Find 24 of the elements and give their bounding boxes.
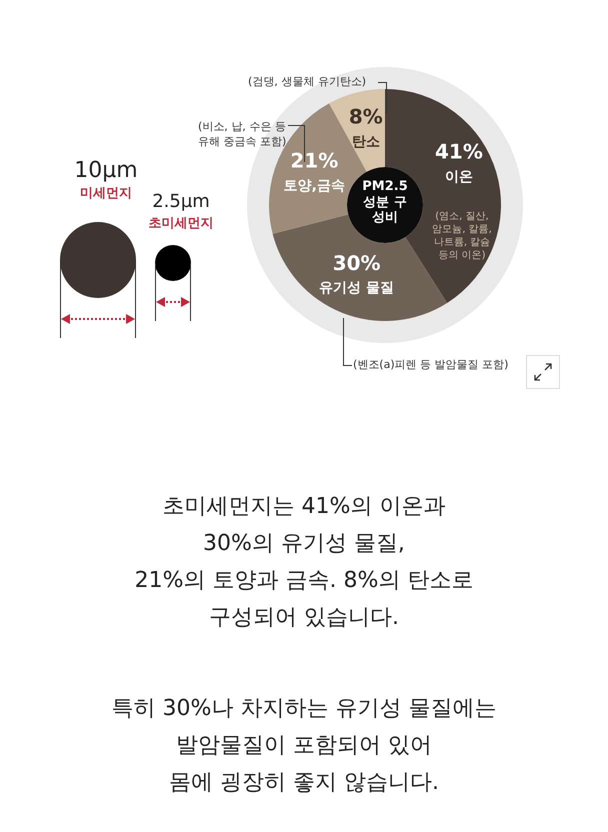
text: 구성되어 있습니다.: [208, 604, 400, 632]
data-label: 21%: [290, 148, 338, 173]
text: 21%의 토양과 금속. 8%의 탄소로: [134, 567, 474, 595]
text: 발암물질이 포함되어 있어: [175, 732, 433, 760]
text: 초미세먼지는 41%의 이온과: [162, 493, 446, 521]
data-label: 8%: [348, 104, 383, 129]
text: 2.5μm: [151, 191, 211, 213]
text: 몸에 굉장히 좋지 않습니다.: [168, 769, 440, 797]
slice-label: 이온: [444, 169, 473, 186]
text: 특히 30%나 차지하는 유기성 물질에는: [110, 695, 498, 723]
text: (염소, 질산, 암모늄, 칼륨, 나트륨, 칼슘 등의 이온): [432, 210, 492, 262]
text: (검댕, 생물체 유기탄소): [248, 75, 366, 88]
slice-label: 유기성 물질: [319, 280, 394, 296]
text: 미세먼지: [79, 186, 133, 202]
slice-label: 토양,금속: [284, 178, 345, 194]
text: 30%의 유기성 물질,: [202, 530, 406, 558]
slice-label: 탄소: [352, 134, 380, 150]
data-label: 30%: [332, 250, 381, 275]
text: (벤조(a)피렌 등 발암물질 포함): [353, 358, 508, 372]
text: (비소, 납, 수은 등 유해 중금속 포함): [198, 120, 288, 150]
text: 초미세먼지: [148, 216, 214, 232]
text: 10μm: [73, 158, 139, 184]
text: PM2.5 성분 구성비: [361, 179, 409, 226]
data-label: 41%: [435, 140, 483, 164]
